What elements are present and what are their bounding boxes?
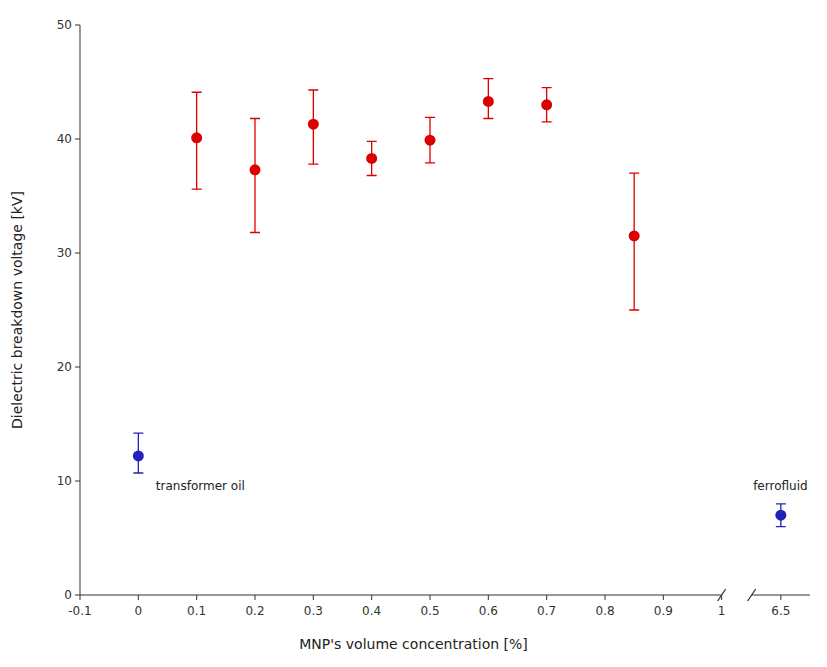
error-bar <box>250 118 260 232</box>
error-bar <box>367 141 377 175</box>
x-tick <box>255 595 256 600</box>
error-bar <box>133 433 143 473</box>
x-tick <box>371 595 372 600</box>
error-bar <box>542 88 552 122</box>
x-tick <box>196 595 197 600</box>
error-bar <box>776 504 786 527</box>
x-tick-label: 0.5 <box>420 604 439 618</box>
background <box>0 0 827 667</box>
annotation: transformer oil <box>156 479 245 493</box>
series <box>775 504 786 527</box>
error-bar <box>483 79 493 119</box>
point <box>425 135 436 146</box>
chart: -0.100.10.20.30.40.50.60.70.80.910102030… <box>0 0 827 667</box>
point <box>308 119 319 130</box>
axis-break <box>718 589 726 601</box>
point <box>775 510 786 521</box>
point <box>541 99 552 110</box>
x-tick-label: 0.9 <box>654 604 673 618</box>
point <box>629 230 640 241</box>
series <box>133 433 144 473</box>
x-tick-label: 0.1 <box>187 604 206 618</box>
y-axis-label: Dielectric breakdown voltage [kV] <box>9 191 25 429</box>
x-tick <box>780 595 781 600</box>
x-tick-label: 0.3 <box>304 604 323 618</box>
y-tick <box>75 253 80 254</box>
y-tick <box>75 367 80 368</box>
plot-area <box>775 504 786 527</box>
plot-area <box>133 79 640 473</box>
y-tick <box>75 595 80 596</box>
point <box>483 96 494 107</box>
x-tick <box>138 595 139 600</box>
y-tick <box>75 139 80 140</box>
error-bar <box>308 90 318 164</box>
x-tick-label: 0.6 <box>479 604 498 618</box>
x-tick-label: -0.1 <box>68 604 91 618</box>
x-axis-label: MNP's volume concentration [%] <box>299 636 528 652</box>
y-tick <box>75 25 80 26</box>
y-tick-label: 30 <box>57 246 72 260</box>
y-tick <box>75 481 80 482</box>
x-tick-label: 0.4 <box>362 604 381 618</box>
point <box>250 164 261 175</box>
y-tick-label: 50 <box>57 18 72 32</box>
x-tick-label: 0 <box>135 604 143 618</box>
y-tick-label: 10 <box>57 474 72 488</box>
x-tick-label: 0.8 <box>595 604 614 618</box>
x-tick <box>313 595 314 600</box>
x-tick <box>605 595 606 600</box>
point <box>133 450 144 461</box>
y-axis-line <box>80 25 81 595</box>
x-tick-label: 0.2 <box>245 604 264 618</box>
error-bar <box>425 117 435 163</box>
x-tick <box>430 595 431 600</box>
x-tick-label: 1 <box>718 604 726 618</box>
x-tick <box>80 595 81 600</box>
axes: -0.100.10.20.30.40.50.60.70.80.910102030… <box>57 18 726 618</box>
y-tick-label: 40 <box>57 132 72 146</box>
x-tick <box>488 595 489 600</box>
point <box>191 132 202 143</box>
point <box>366 153 377 164</box>
annotation: ferrofluid <box>753 479 807 493</box>
error-bar <box>629 173 639 310</box>
x-axis-line <box>80 595 722 596</box>
x-tick-label: 6.5 <box>771 604 790 618</box>
series <box>191 79 640 310</box>
y-tick-label: 20 <box>57 360 72 374</box>
error-bar <box>192 92 202 189</box>
axis-break <box>748 589 756 601</box>
x-tick <box>546 595 547 600</box>
axes: 6.5 <box>752 595 810 618</box>
x-tick-label: 0.7 <box>537 604 556 618</box>
x-tick <box>663 595 664 600</box>
y-tick-label: 0 <box>64 588 72 602</box>
